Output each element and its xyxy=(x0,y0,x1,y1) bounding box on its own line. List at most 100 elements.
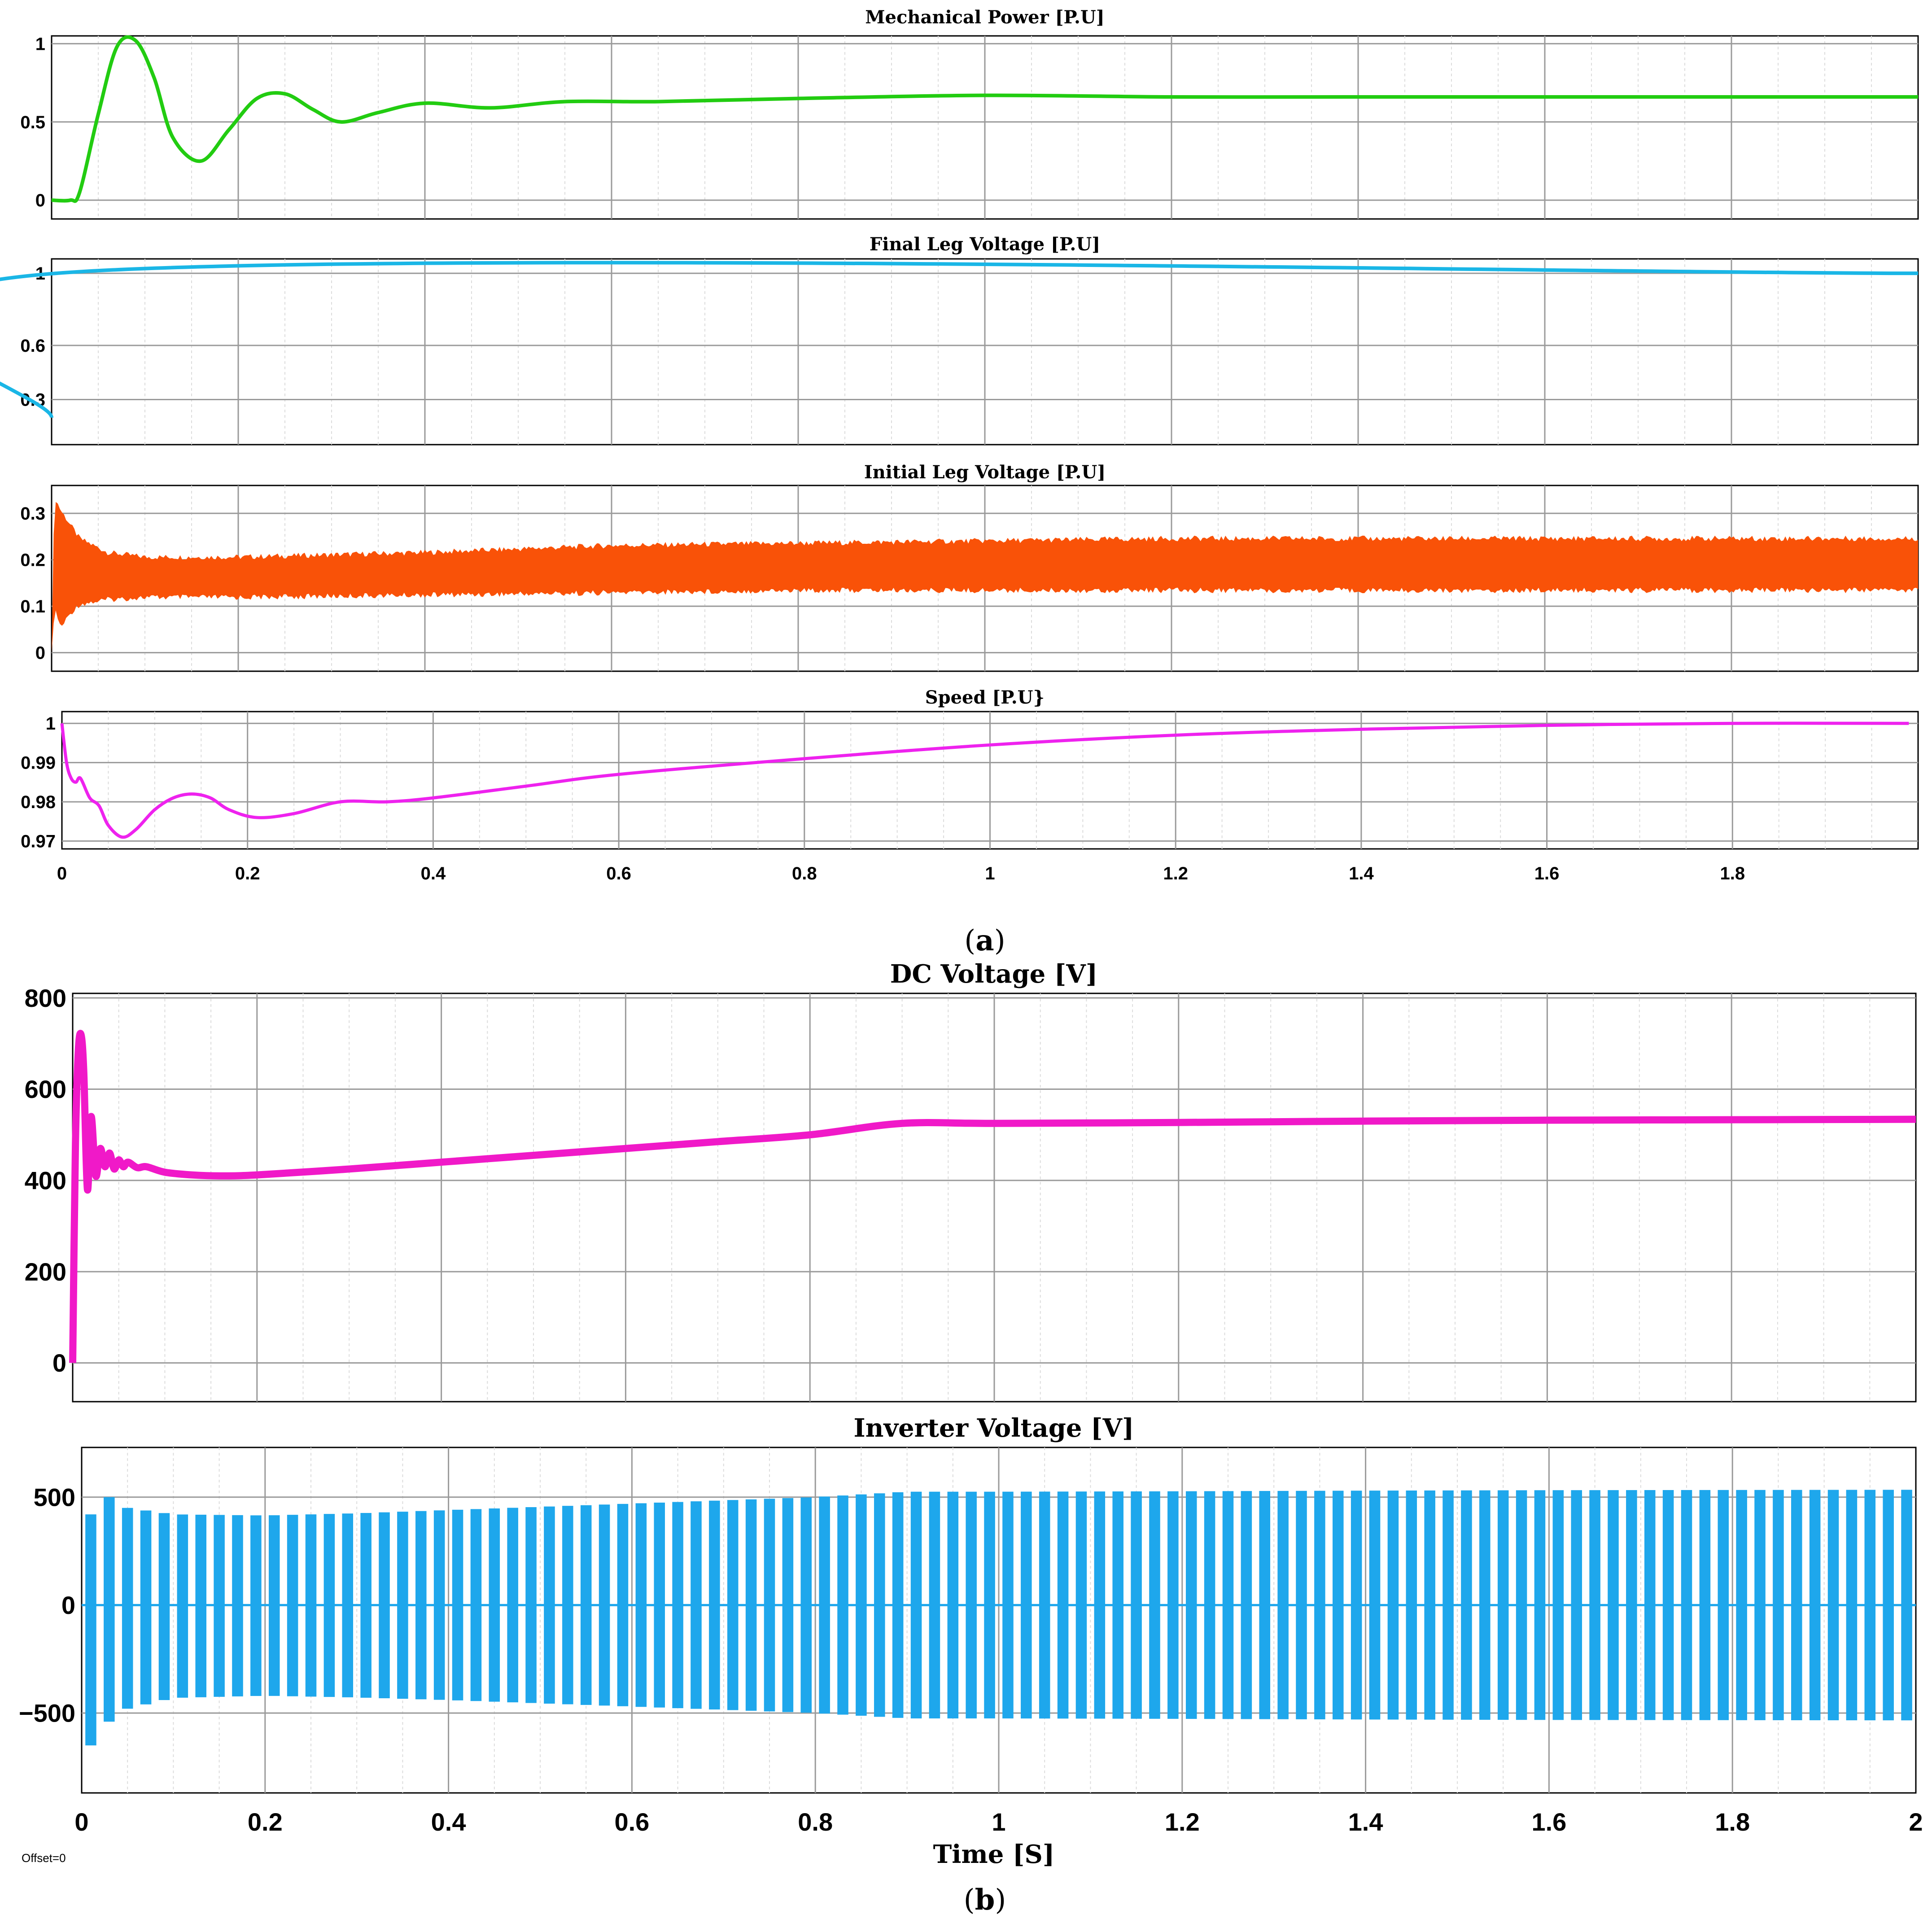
inverter-pulse-negative xyxy=(800,1605,812,1713)
y-ticks-final-leg-voltage: 0.3 0.6 1 xyxy=(20,264,45,410)
inverter-pulse-positive xyxy=(507,1508,518,1605)
inverter-pulse-negative xyxy=(287,1605,298,1696)
x-tick-label: 1.4 xyxy=(1349,864,1374,883)
inverter-pulse-positive xyxy=(1424,1490,1435,1605)
inverter-pulse-positive xyxy=(764,1499,775,1605)
series-mechanical-power-line xyxy=(51,35,1918,203)
x-tick-label: 1 xyxy=(985,864,995,883)
inverter-pulse-negative xyxy=(709,1605,720,1709)
inverter-pulse-negative xyxy=(1002,1605,1014,1719)
inverter-pulse-positive xyxy=(323,1514,335,1605)
y-tick-label: 1 xyxy=(46,714,56,734)
x-tick-label: 1.2 xyxy=(1165,1808,1200,1836)
inverter-pulse-positive xyxy=(1021,1491,1032,1605)
x-tick-label: 2 xyxy=(1909,1808,1923,1836)
inverter-pulse-positive xyxy=(874,1493,885,1605)
inverter-pulse-negative xyxy=(232,1605,243,1696)
inverter-pulse-positive xyxy=(947,1491,959,1605)
inverter-pulse-negative xyxy=(1461,1605,1472,1720)
x-tick-label: 1.8 xyxy=(1715,1808,1750,1836)
inverter-pulse-positive xyxy=(452,1509,463,1605)
chart-dc-voltage: DC Voltage [V] 0 200 400 600 800 xyxy=(25,959,1917,1403)
inverter-pulse-negative xyxy=(1864,1605,1876,1721)
inverter-pulse-positive xyxy=(305,1514,317,1605)
inverter-pulse-negative xyxy=(1901,1605,1912,1721)
chart-title-initial-leg-voltage: Initial Leg Voltage [P.U] xyxy=(864,462,1106,483)
x-tick-label: 0.8 xyxy=(798,1808,833,1836)
inverter-pulse-negative xyxy=(1039,1605,1050,1719)
inverter-pulse-positive xyxy=(122,1508,133,1605)
inverter-pulse-positive xyxy=(819,1496,830,1605)
inverter-pulse-negative xyxy=(1497,1605,1509,1720)
inverter-pulse-negative xyxy=(489,1605,500,1702)
inverter-pulse-negative xyxy=(984,1605,995,1718)
inverter-pulse-positive xyxy=(1185,1491,1197,1605)
y-tick-label: 600 xyxy=(25,1075,66,1103)
inverter-pulse-negative xyxy=(966,1605,977,1718)
y-tick-label: 200 xyxy=(25,1258,66,1286)
inverter-pulse-negative xyxy=(1681,1605,1692,1720)
inverter-pulse-negative xyxy=(1277,1605,1289,1719)
inverter-pulse-negative xyxy=(947,1605,959,1718)
inverter-pulse-positive xyxy=(1094,1491,1106,1605)
inverter-pulse-negative xyxy=(782,1605,794,1712)
inverter-pulse-positive xyxy=(1442,1490,1454,1605)
inverter-pulse-positive xyxy=(966,1491,977,1605)
inverter-pulse-positive xyxy=(654,1502,665,1605)
inverter-pulse-positive xyxy=(140,1510,152,1605)
inverter-pulse-negative xyxy=(1021,1605,1032,1719)
inverter-pulse-positive xyxy=(1149,1491,1160,1605)
y-tick-label: 400 xyxy=(25,1166,66,1194)
inverter-pulse-positive xyxy=(1369,1491,1381,1605)
inverter-pulse-negative xyxy=(342,1605,354,1697)
inverter-pulse-negative xyxy=(415,1605,427,1700)
inverter-pulse-positive xyxy=(85,1514,96,1605)
y-tick-label: 0 xyxy=(61,1591,75,1619)
caption-a: (a) xyxy=(964,924,1005,957)
inverter-pulse-negative xyxy=(177,1605,188,1698)
chart-mechanical-power: Mechanical Power [P.U] 0 0.5 1 xyxy=(20,7,1919,220)
inverter-pulse-positive xyxy=(1112,1491,1123,1605)
x-tick-label: 1 xyxy=(992,1808,1005,1836)
x-tick-label: 1.2 xyxy=(1163,864,1188,883)
inverter-pulse-negative xyxy=(214,1605,225,1697)
y-ticks-mechanical-power: 0 0.5 1 xyxy=(20,34,45,210)
inverter-pulse-positive xyxy=(1461,1490,1472,1605)
inverter-pulse-positive xyxy=(232,1515,243,1605)
y-ticks-speed: 0.97 0.98 0.99 1 xyxy=(21,714,56,851)
inverter-pulse-positive xyxy=(1241,1491,1252,1605)
inverter-pulse-negative xyxy=(819,1605,830,1714)
y-tick-label: 0 xyxy=(35,643,45,663)
inverter-pulse-negative xyxy=(1883,1605,1894,1721)
inverter-pulse-positive xyxy=(1222,1491,1234,1605)
inverter-pulse-negative xyxy=(1589,1605,1600,1720)
inverter-pulse-negative xyxy=(195,1605,206,1697)
inverter-pulse-positive xyxy=(580,1505,592,1605)
inverter-pulse-negative xyxy=(910,1605,922,1718)
inverter-pulse-positive xyxy=(1901,1490,1912,1605)
inverter-pulse-negative xyxy=(856,1605,867,1716)
inverter-pulse-negative xyxy=(1626,1605,1637,1720)
x-tick-label: 0.2 xyxy=(235,864,260,883)
inverter-pulse-negative xyxy=(1387,1605,1399,1720)
x-tick-label: 0.8 xyxy=(792,864,817,883)
y-ticks-initial-leg-voltage: 0 0.1 0.2 0.3 xyxy=(20,504,45,663)
series-initial-leg-voltage-band xyxy=(52,502,1918,653)
inverter-pulse-negative xyxy=(1644,1605,1656,1720)
inverter-pulse-positive xyxy=(397,1512,408,1605)
series-speed-line xyxy=(60,721,1909,839)
inverter-pulse-positive xyxy=(1754,1490,1766,1605)
inverter-pulse-negative xyxy=(654,1605,665,1708)
inverter-pulse-positive xyxy=(910,1491,922,1605)
inverter-pulse-positive xyxy=(360,1513,372,1605)
inverter-pulse-positive xyxy=(892,1492,904,1605)
inverter-pulse-positive xyxy=(1351,1491,1362,1605)
inverter-pulse-positive xyxy=(1039,1491,1050,1605)
inverter-pulse-negative xyxy=(1094,1605,1106,1719)
inverter-pulse-negative xyxy=(874,1605,885,1717)
inverter-pulse-positive xyxy=(342,1513,354,1605)
inverter-pulse-positive xyxy=(1699,1490,1711,1605)
series-inverter-voltage-bars xyxy=(85,1490,1912,1746)
y-tick-label: 0 xyxy=(35,191,45,210)
grid-mechanical-power xyxy=(52,36,1918,219)
